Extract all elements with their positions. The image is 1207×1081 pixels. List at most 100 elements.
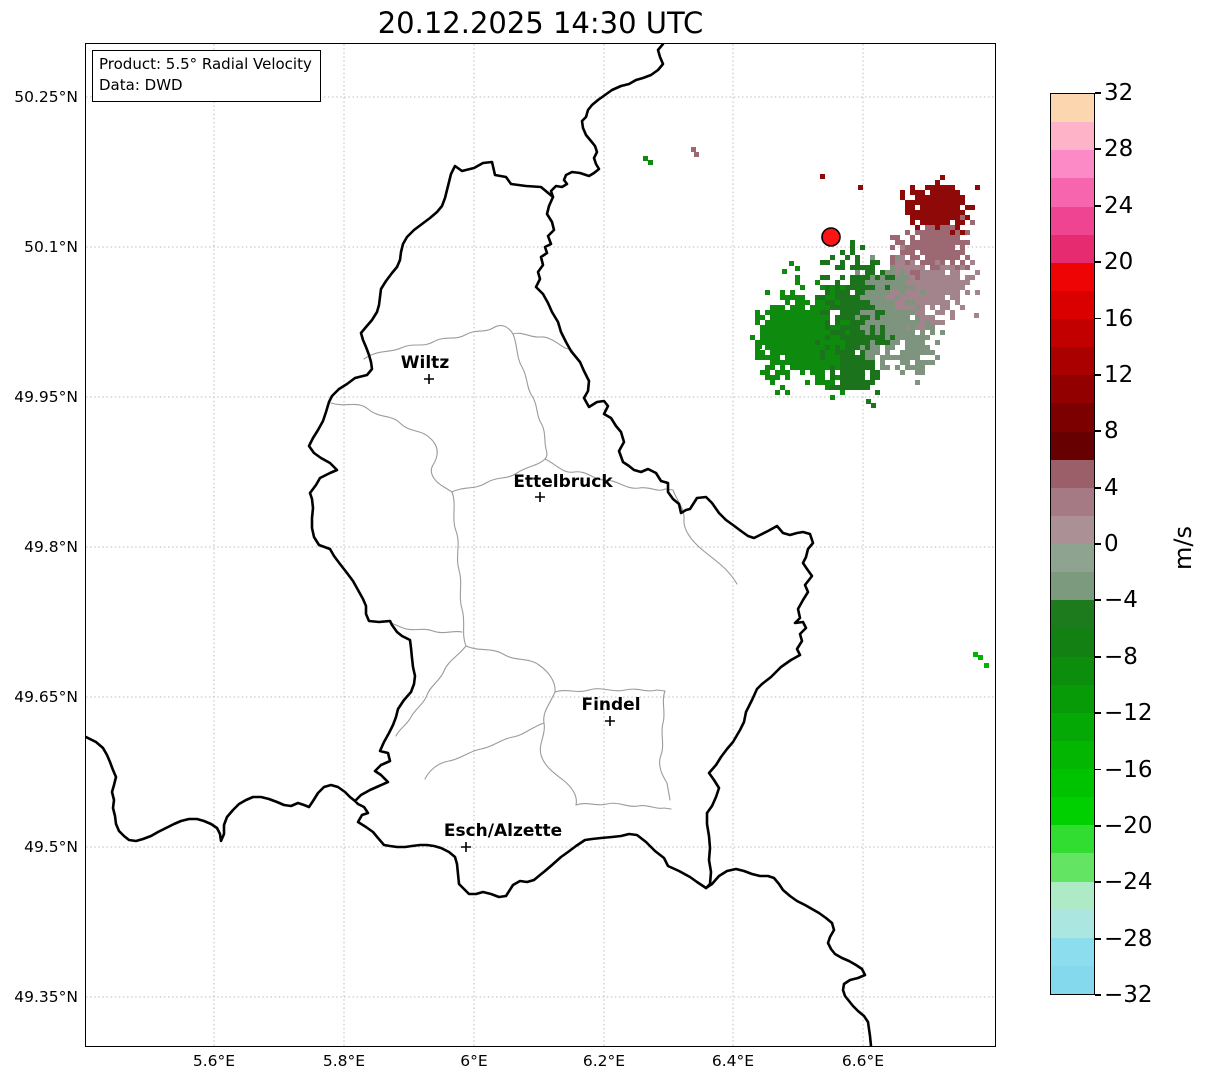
radar-pixel [830, 300, 835, 305]
radar-pixel [955, 230, 960, 235]
radar-pixel [940, 275, 945, 280]
radar-pixel [935, 260, 940, 265]
radar-pixel [860, 385, 865, 390]
colorbar [1050, 93, 1095, 995]
radar-pixel [940, 270, 945, 275]
radar-pixel [820, 285, 825, 290]
radar-pixel [765, 370, 770, 375]
radar-pixel [890, 255, 895, 260]
radar-pixel [890, 260, 895, 265]
radar-pixel [810, 325, 815, 330]
radar-pixel [855, 260, 860, 265]
radar-pixel [870, 315, 875, 320]
radar-pixel [755, 355, 760, 360]
radar-pixel [800, 350, 805, 355]
radar-pixel [935, 210, 940, 215]
radar-pixel [930, 205, 935, 210]
radar-pixel [945, 225, 950, 230]
radar-pixel [815, 345, 820, 350]
radar-pixel [905, 295, 910, 300]
radar-pixel [984, 663, 989, 668]
radar-pixel [855, 310, 860, 315]
radar-pixel [870, 375, 875, 380]
radar-pixel [850, 285, 855, 290]
radar-pixel [855, 375, 860, 380]
radar-pixel [940, 240, 945, 245]
radar-pixel [845, 325, 850, 330]
radar-pixel [925, 230, 930, 235]
radar-pixel [870, 260, 875, 265]
radar-pixel [820, 300, 825, 305]
radar-pixel [820, 325, 825, 330]
radar-pixel [945, 230, 950, 235]
radar-pixel [795, 360, 800, 365]
radar-pixel [845, 285, 850, 290]
radar-pixel [925, 200, 930, 205]
radar-pixel [815, 300, 820, 305]
radar-pixel [865, 285, 870, 290]
radar-pixel [905, 285, 910, 290]
colorbar-segment [1051, 403, 1094, 432]
colorbar-tick [1095, 824, 1101, 827]
colorbar-tick-label: −12 [1104, 700, 1153, 727]
radar-pixel [915, 345, 920, 350]
radar-pixel [757, 344, 762, 349]
radar-pixel [920, 320, 925, 325]
radar-pixel [795, 335, 800, 340]
radar-pixel [925, 345, 930, 350]
colorbar-tick-label: −8 [1104, 643, 1138, 670]
radar-pixel [760, 330, 765, 335]
radar-pixel [815, 310, 820, 315]
radar-pixel [915, 285, 920, 290]
radar-pixel [935, 320, 940, 325]
city-label-findel: Findel [581, 695, 640, 715]
radar-pixel [795, 280, 800, 285]
radar-pixel [945, 265, 950, 270]
radar-pixel [930, 360, 935, 365]
radar-pixel [785, 350, 790, 355]
radar-pixel [960, 215, 965, 220]
radar-pixel [900, 275, 905, 280]
radar-pixel [825, 275, 830, 280]
radar-pixel [910, 250, 915, 255]
radar-pixel [815, 325, 820, 330]
radar-pixel [835, 265, 840, 270]
radar-pixel [920, 195, 925, 200]
radar-pixel [870, 350, 875, 355]
radar-pixel [905, 230, 910, 235]
radar-pixel [955, 200, 960, 205]
radar-pixel [905, 330, 910, 335]
radar-pixel [875, 310, 880, 315]
y-tick-label: 49.5°N [24, 838, 78, 856]
colorbar-segment [1051, 909, 1094, 938]
radar-pixel [860, 280, 865, 285]
radar-pixel [815, 340, 820, 345]
radar-pixel [830, 335, 835, 340]
radar-pixel [940, 185, 945, 190]
radar-pixel [910, 290, 915, 295]
radar-pixel [905, 350, 910, 355]
radar-pixel [815, 295, 820, 300]
radar-pixel [850, 240, 855, 245]
radar-pixel [910, 340, 915, 345]
radar-pixel [855, 345, 860, 350]
radar-pixel [925, 205, 930, 210]
radar-pixel [865, 325, 870, 330]
radar-pixel [765, 325, 770, 330]
radar-pixel [870, 285, 875, 290]
radar-pixel [920, 295, 925, 300]
radar-pixel [930, 275, 935, 280]
radar-pixel [900, 280, 905, 285]
radar-pixel [860, 345, 865, 350]
colorbar-tick [1095, 204, 1101, 207]
colorbar-segment [1051, 937, 1094, 966]
radar-pixel [960, 230, 965, 235]
city-marker-esch-alzette [461, 842, 471, 852]
radar-pixel [800, 365, 805, 370]
radar-pixel [835, 360, 840, 365]
radar-pixel [825, 355, 830, 360]
radar-pixel [865, 280, 870, 285]
radar-pixel [840, 350, 845, 355]
radar-pixel [775, 360, 780, 365]
radar-pixel [845, 255, 850, 260]
